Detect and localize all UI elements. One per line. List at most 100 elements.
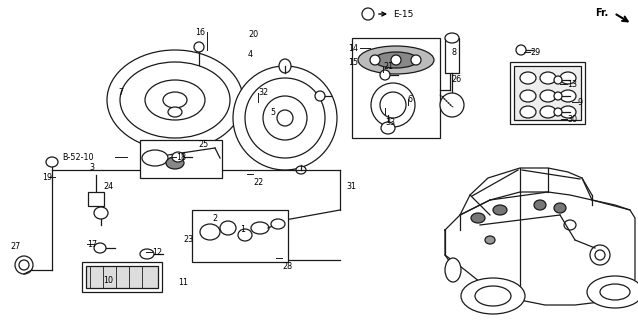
Ellipse shape [493,205,507,215]
Ellipse shape [440,93,464,117]
Text: 7: 7 [118,88,123,97]
Ellipse shape [200,224,220,240]
Text: 29: 29 [530,48,540,57]
Bar [192,210,288,262]
Text: 27: 27 [10,242,20,251]
Text: 16: 16 [195,28,205,37]
Ellipse shape [263,96,307,140]
Ellipse shape [145,80,205,120]
Ellipse shape [534,200,546,210]
Ellipse shape [315,91,325,101]
Bar [82,262,162,292]
Text: 8: 8 [451,48,456,57]
Text: 4: 4 [248,50,253,59]
Ellipse shape [94,243,106,253]
Ellipse shape [471,213,485,223]
Ellipse shape [46,157,58,167]
Text: 33: 33 [385,118,395,127]
Ellipse shape [370,55,380,65]
Ellipse shape [271,219,285,229]
Text: 2: 2 [212,214,217,223]
Text: 19: 19 [42,173,52,182]
Bar [514,66,581,120]
Ellipse shape [475,286,511,306]
Ellipse shape [142,150,168,166]
Text: 15: 15 [348,58,358,67]
Text: 6: 6 [408,95,413,104]
Text: 23: 23 [183,235,193,244]
Text: 12: 12 [152,248,162,257]
Ellipse shape [445,258,461,282]
Ellipse shape [296,166,306,174]
Bar [140,140,222,178]
Bar [510,62,585,124]
Ellipse shape [120,62,230,138]
Ellipse shape [590,245,610,265]
Ellipse shape [564,220,576,230]
Ellipse shape [371,83,415,127]
Ellipse shape [107,50,243,150]
Ellipse shape [411,55,421,65]
Ellipse shape [380,70,390,80]
Ellipse shape [19,260,29,270]
Ellipse shape [560,72,576,84]
Bar [86,266,158,288]
Bar [88,192,104,206]
Text: 31: 31 [346,182,356,191]
Text: 32: 32 [258,88,268,97]
Ellipse shape [554,92,562,100]
Text: 22: 22 [253,178,263,187]
Ellipse shape [381,122,395,134]
Ellipse shape [520,72,536,84]
Ellipse shape [140,249,154,259]
Ellipse shape [362,8,374,20]
Text: 18: 18 [176,153,186,162]
Bar [352,38,440,138]
Text: 28: 28 [282,262,292,271]
Text: 5: 5 [270,108,275,117]
Ellipse shape [94,207,108,219]
Text: 24: 24 [103,182,113,191]
Ellipse shape [445,33,459,43]
Ellipse shape [595,250,605,260]
Ellipse shape [540,106,556,118]
Ellipse shape [540,90,556,102]
Ellipse shape [391,55,401,65]
Bar [445,38,459,73]
Text: 11: 11 [178,278,188,287]
Ellipse shape [220,221,236,235]
Ellipse shape [520,106,536,118]
Ellipse shape [168,107,182,117]
Text: 26: 26 [451,75,461,84]
Ellipse shape [554,76,562,84]
Ellipse shape [172,152,184,162]
Text: 9: 9 [578,98,583,107]
Ellipse shape [233,66,337,170]
Text: Fr.: Fr. [595,8,608,18]
Ellipse shape [540,72,556,84]
Ellipse shape [600,284,630,300]
Text: 17: 17 [87,240,97,249]
Text: 13: 13 [567,80,577,89]
Ellipse shape [560,106,576,118]
Ellipse shape [279,59,291,73]
Text: B-52-10: B-52-10 [62,153,94,162]
Text: 3: 3 [89,163,94,172]
Text: 25: 25 [198,140,208,149]
Text: 30: 30 [567,115,577,124]
Text: 14: 14 [348,44,358,53]
Ellipse shape [374,52,418,68]
Ellipse shape [520,90,536,102]
Ellipse shape [251,222,269,234]
Text: 21: 21 [383,62,393,71]
Text: 20: 20 [248,30,258,39]
Ellipse shape [163,92,187,108]
Ellipse shape [587,276,638,308]
Ellipse shape [554,108,562,116]
Text: E-15: E-15 [393,10,413,19]
Ellipse shape [277,110,293,126]
Ellipse shape [516,45,526,55]
Ellipse shape [461,278,525,314]
Ellipse shape [485,236,495,244]
Ellipse shape [194,42,204,52]
